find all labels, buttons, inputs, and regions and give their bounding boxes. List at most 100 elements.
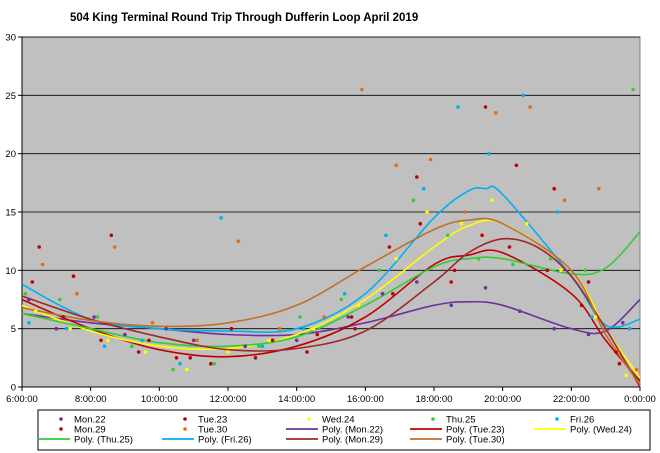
- data-point: [449, 280, 454, 284]
- x-tick-label: 8:00:00: [75, 394, 107, 405]
- data-point: [552, 186, 556, 191]
- data-point: [58, 297, 62, 302]
- data-point: [463, 210, 467, 214]
- data-point: [349, 315, 354, 319]
- data-point: [257, 344, 261, 349]
- legend-entry-tue-23: Tue.23: [183, 415, 227, 426]
- data-point: [391, 291, 395, 296]
- y-tick-label: 25: [5, 91, 16, 102]
- data-point: [507, 245, 512, 249]
- data-point: [518, 309, 522, 314]
- legend-entry-poly-mon-22: Poly. (Mon.22): [286, 425, 383, 436]
- data-point: [411, 198, 416, 203]
- data-point: [490, 198, 495, 203]
- legend-entry-fri-26: Fri.26: [555, 415, 594, 426]
- data-point: [476, 256, 481, 261]
- series-tue-23: [30, 221, 618, 366]
- data-point: [136, 350, 141, 354]
- data-point: [267, 338, 272, 343]
- legend-swatch: [59, 417, 63, 421]
- data-point: [219, 216, 223, 220]
- data-point: [452, 268, 457, 273]
- data-point: [342, 291, 347, 296]
- data-point: [627, 326, 632, 331]
- y-tick-label: 20: [5, 149, 16, 160]
- data-point: [243, 344, 247, 349]
- legend-box: [37, 409, 651, 451]
- series-wed-24: [33, 198, 629, 378]
- legend-swatch: [183, 427, 187, 431]
- data-point: [418, 221, 423, 226]
- data-point: [445, 233, 450, 238]
- y-tick-label: 15: [5, 208, 16, 219]
- data-point: [71, 274, 76, 279]
- data-point: [583, 268, 587, 273]
- data-point: [40, 262, 45, 267]
- data-point: [593, 315, 598, 319]
- legend-swatch: [307, 417, 311, 421]
- data-point: [322, 315, 326, 319]
- data-point: [428, 157, 433, 162]
- data-point: [555, 210, 560, 214]
- data-point: [30, 280, 35, 284]
- trendline-poly-tue-30: [22, 217, 640, 386]
- axes: [18, 36, 641, 391]
- y-tick-label: 10: [5, 266, 16, 277]
- data-point: [270, 338, 275, 343]
- data-point: [415, 280, 419, 284]
- legend-label: Mon.29: [74, 425, 106, 436]
- data-point: [559, 268, 563, 273]
- data-point: [68, 326, 72, 331]
- data-point: [54, 326, 59, 331]
- trendline-poly-tue-23: [22, 249, 640, 382]
- series-mon-22: [27, 280, 625, 349]
- legend-label: Thu.25: [446, 415, 476, 426]
- data-point: [415, 175, 419, 179]
- legend-label: Tue.30: [198, 425, 227, 436]
- data-point: [449, 303, 454, 308]
- data-point: [178, 361, 182, 366]
- legend-label: Mon.22: [74, 415, 106, 426]
- data-point: [483, 105, 488, 109]
- legend-label: Wed.24: [322, 415, 355, 426]
- data-point: [356, 303, 361, 308]
- data-point: [112, 245, 117, 249]
- data-point: [483, 286, 488, 290]
- data-point: [260, 344, 265, 349]
- data-point: [33, 309, 38, 314]
- chart-title: 504 King Terminal Round Trip Through Duf…: [70, 12, 418, 24]
- data-point: [394, 163, 399, 168]
- legend-entry-mon-22: Mon.22: [59, 415, 106, 426]
- data-point: [92, 315, 96, 319]
- trendline-path: [22, 217, 640, 386]
- data-point: [226, 350, 230, 354]
- legend-label: Poly. (Tue.23): [446, 425, 505, 436]
- data-point: [562, 198, 567, 203]
- data-point: [212, 361, 217, 366]
- data-point: [191, 338, 196, 343]
- legend-entry-poly-fri-26: Poly. (Fri.26): [162, 435, 252, 446]
- data-point: [305, 350, 309, 354]
- data-point: [377, 268, 381, 273]
- data-point: [456, 105, 460, 109]
- data-point: [579, 303, 584, 308]
- legend-entry-poly-thu-25: Poly. (Thu.25): [38, 435, 133, 446]
- data-point: [634, 367, 639, 372]
- data-point: [528, 105, 532, 109]
- data-point: [312, 326, 316, 331]
- data-point: [102, 344, 107, 349]
- legend-label: Poly. (Wed.24): [570, 425, 632, 436]
- data-point: [253, 356, 258, 360]
- data-point: [346, 315, 351, 319]
- legend-label: Poly. (Fri.26): [198, 435, 252, 446]
- data-point: [109, 233, 114, 238]
- data-point: [171, 367, 175, 372]
- data-point: [597, 186, 601, 191]
- data-point: [514, 163, 519, 168]
- x-tick-label: 22:00:00: [553, 394, 590, 405]
- data-point: [586, 280, 591, 284]
- data-point: [480, 233, 484, 238]
- data-point: [195, 338, 199, 343]
